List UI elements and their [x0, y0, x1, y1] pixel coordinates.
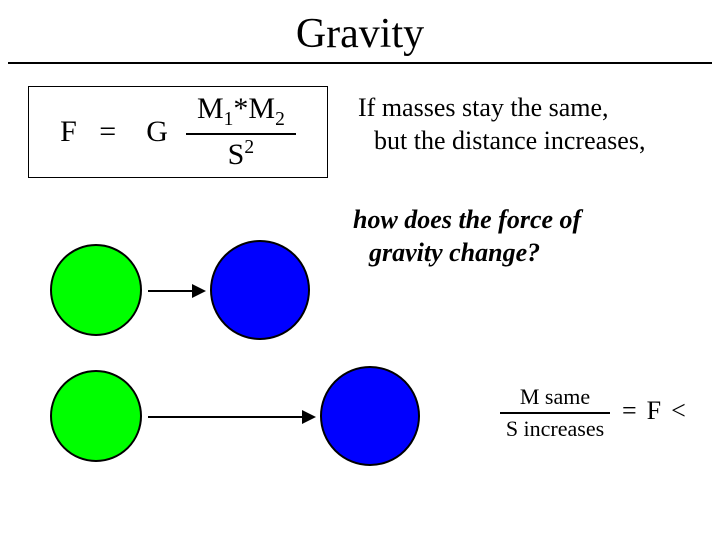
mass-green-bottom [50, 370, 142, 462]
formula-denominator: S2 [228, 137, 254, 172]
num-sub1: 1 [224, 109, 234, 130]
mass-blue-bottom [320, 366, 420, 466]
result-numerator: M same [520, 384, 590, 410]
setup-line2: but the distance increases, [358, 125, 645, 158]
distance-arrow-short [148, 290, 204, 292]
result-fraction-line [500, 412, 610, 414]
result-equation: = F < [622, 396, 686, 426]
formula-numerator: M1*M2 [197, 92, 285, 131]
result-fraction: M same S increases [500, 384, 610, 442]
formula-fraction: M1*M2 S2 [186, 92, 296, 172]
num-M1: M [197, 92, 224, 125]
formula-G: G [146, 115, 168, 148]
formula-box: F = G M1*M2 S2 [28, 86, 328, 178]
slide-title: Gravity [0, 0, 720, 62]
formula-eq: = [99, 115, 116, 148]
question-setup: If masses stay the same, but the distanc… [358, 92, 645, 157]
result-eq-sign: = [622, 396, 637, 426]
question-line1: how does the force of [353, 204, 581, 237]
mass-green-top [50, 244, 142, 336]
title-underline [8, 62, 712, 64]
distance-arrow-long [148, 416, 314, 418]
mass-blue-top [210, 240, 310, 340]
den-sup2: 2 [244, 137, 254, 158]
num-star: * [233, 92, 248, 125]
den-S: S [228, 138, 245, 171]
result-lt: < [671, 396, 686, 426]
gravity-formula: F = G M1*M2 S2 [60, 92, 296, 172]
formula-F: F [60, 115, 77, 148]
question-text: how does the force of gravity change? [353, 204, 581, 269]
result-denominator: S increases [506, 416, 604, 442]
num-sub2: 2 [275, 109, 285, 130]
num-M2: M [248, 92, 275, 125]
result-F: F [647, 396, 661, 426]
setup-line1: If masses stay the same, [358, 92, 645, 125]
fraction-line [186, 133, 296, 135]
question-line2: gravity change? [353, 237, 581, 270]
